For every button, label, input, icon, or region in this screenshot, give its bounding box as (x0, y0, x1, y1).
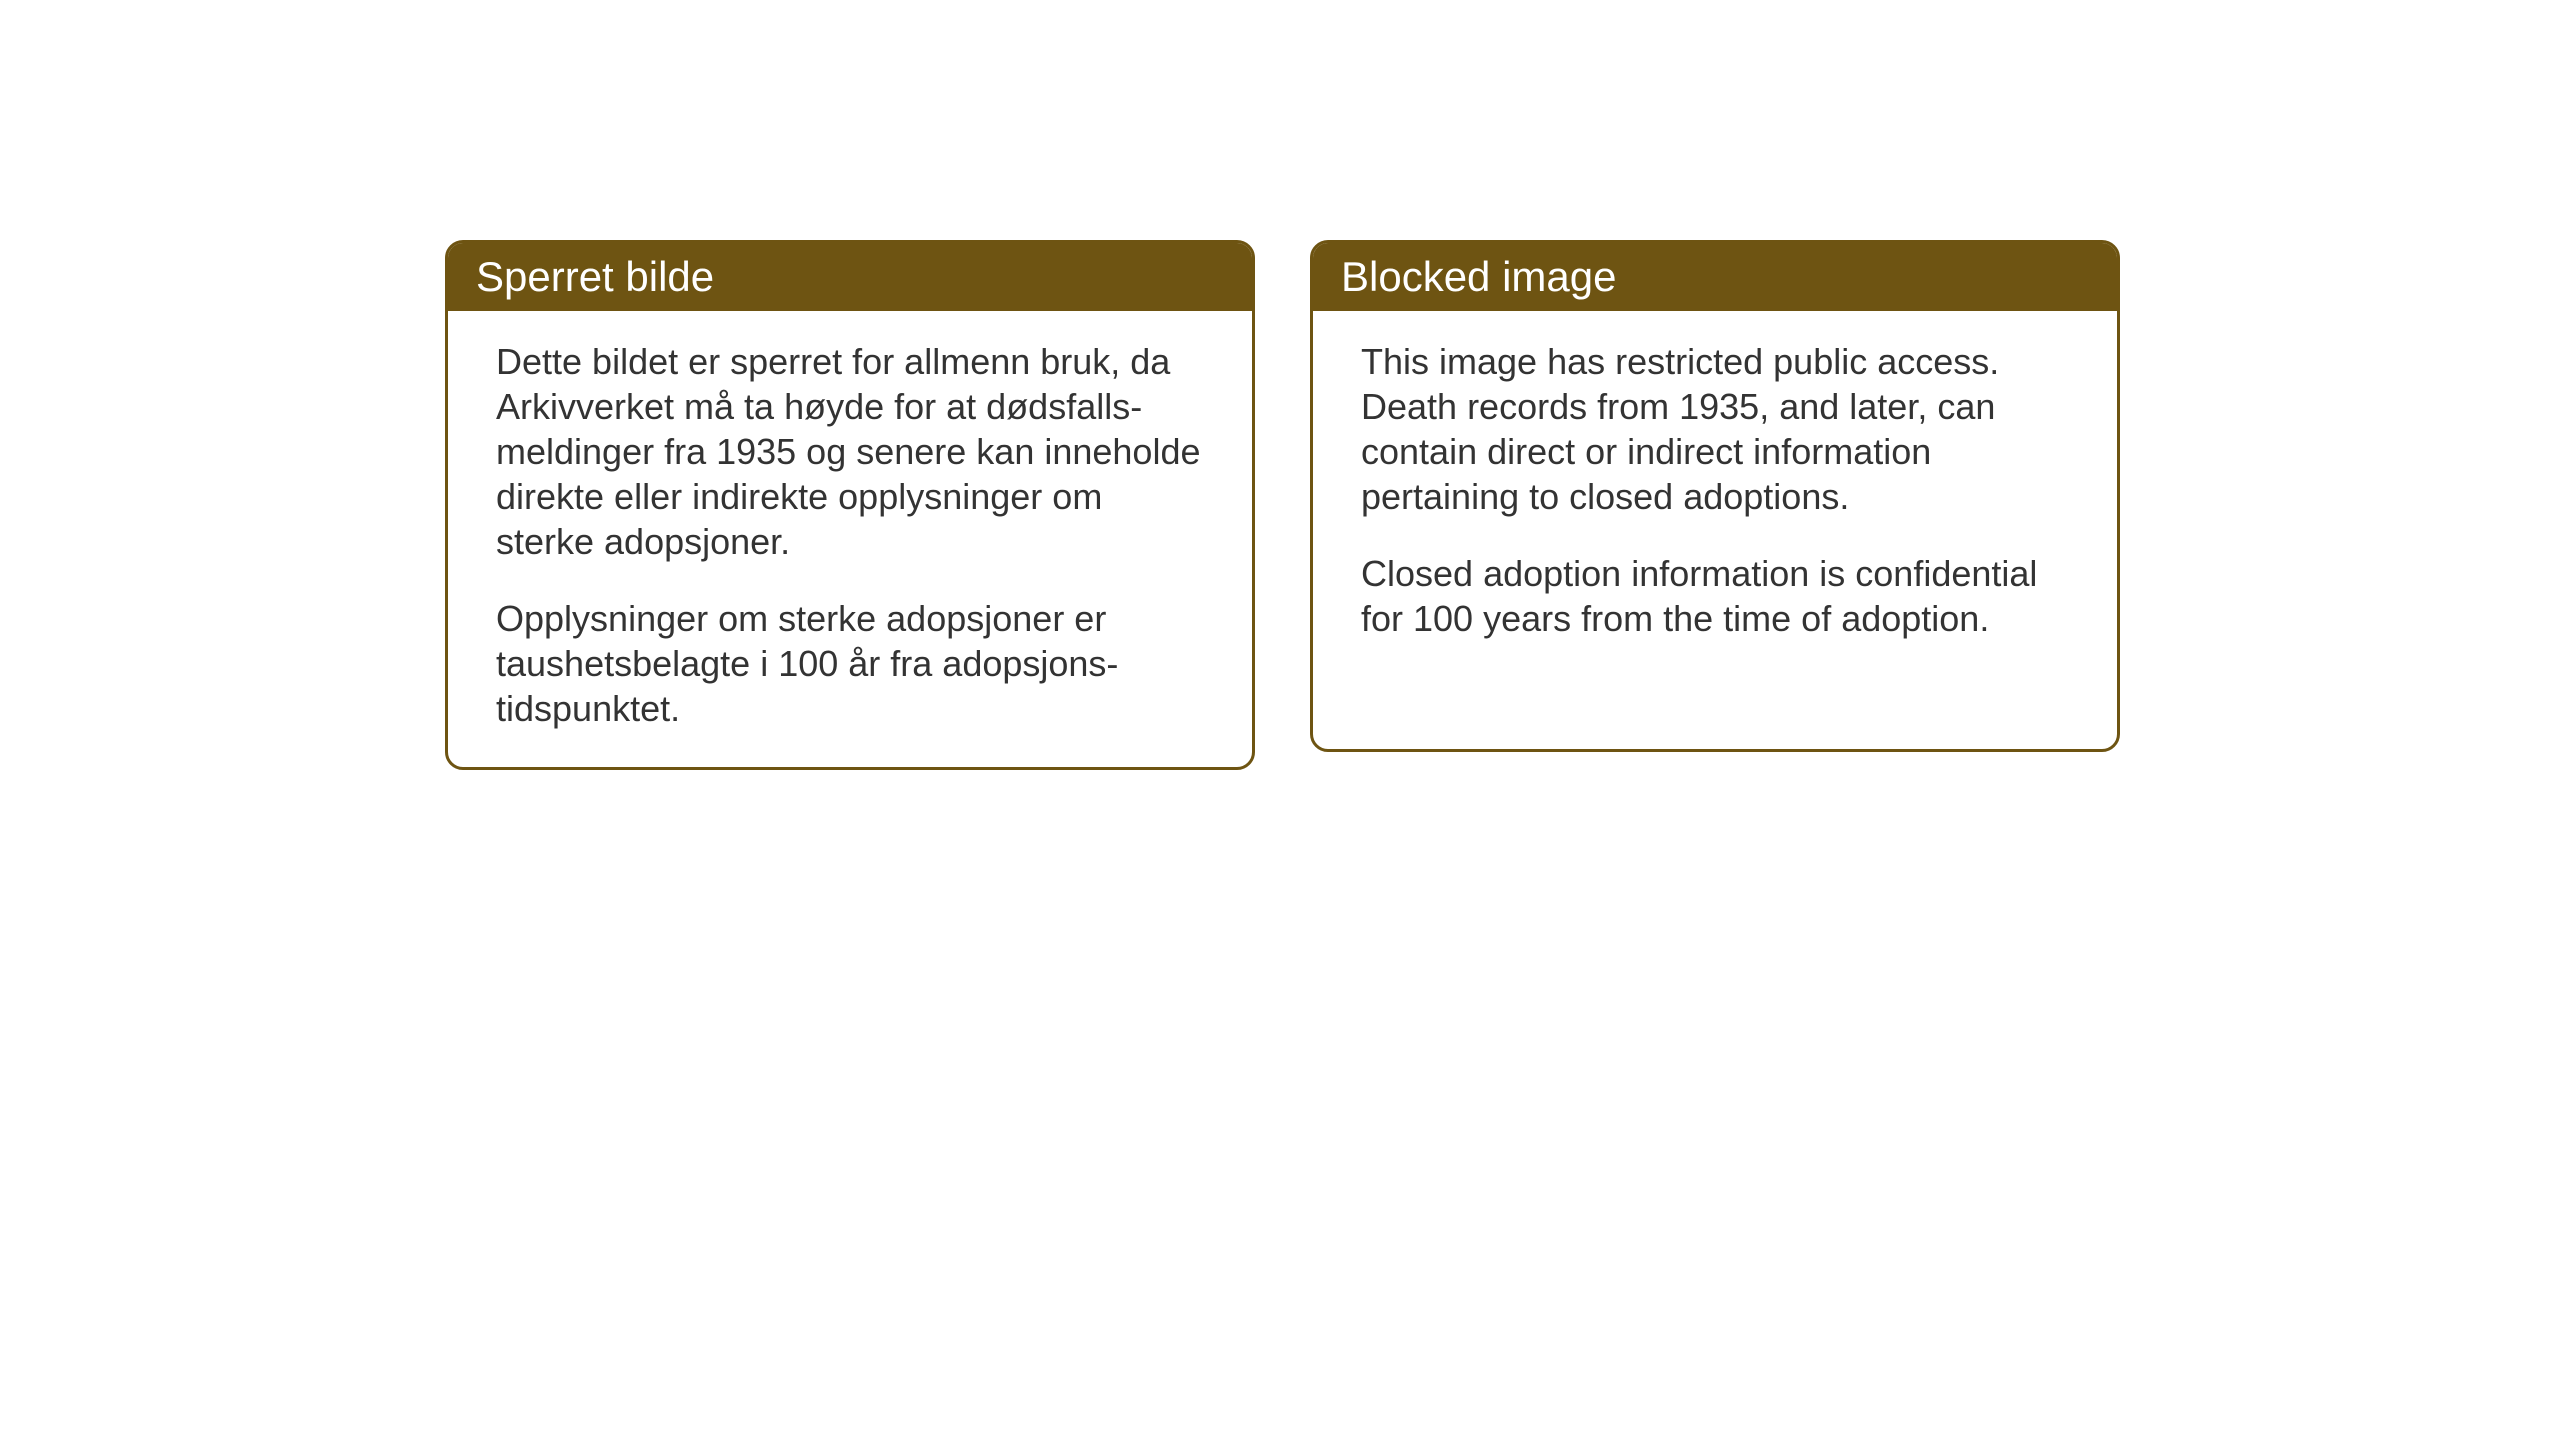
card-norwegian: Sperret bilde Dette bildet er sperret fo… (445, 240, 1255, 770)
cards-container: Sperret bilde Dette bildet er sperret fo… (445, 240, 2120, 770)
card-header-english: Blocked image (1313, 243, 2117, 311)
card-paragraph-2-norwegian: Opplysninger om sterke adopsjoner er tau… (496, 596, 1204, 731)
card-paragraph-1-english: This image has restricted public access.… (1361, 339, 2069, 519)
card-body-english: This image has restricted public access.… (1313, 311, 2117, 677)
card-english: Blocked image This image has restricted … (1310, 240, 2120, 752)
card-paragraph-2-english: Closed adoption information is confident… (1361, 551, 2069, 641)
card-body-norwegian: Dette bildet er sperret for allmenn bruk… (448, 311, 1252, 767)
card-header-norwegian: Sperret bilde (448, 243, 1252, 311)
card-paragraph-1-norwegian: Dette bildet er sperret for allmenn bruk… (496, 339, 1204, 564)
